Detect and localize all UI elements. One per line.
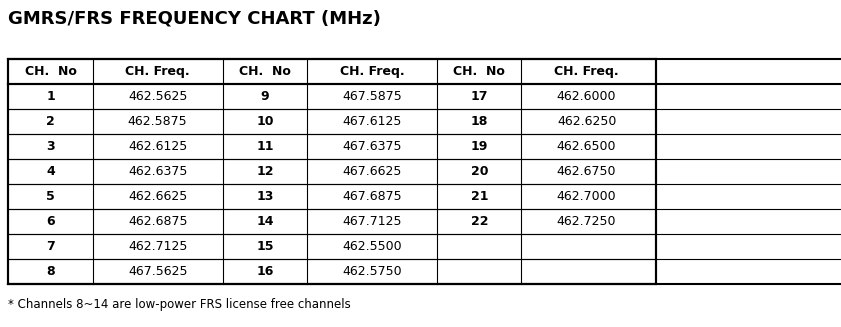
Text: 462.7000: 462.7000 xyxy=(557,190,616,203)
Text: CH.  No: CH. No xyxy=(239,65,291,78)
Text: 9: 9 xyxy=(261,90,269,103)
Text: 462.6000: 462.6000 xyxy=(557,90,616,103)
Text: 462.5500: 462.5500 xyxy=(342,240,402,253)
Text: 462.6500: 462.6500 xyxy=(557,140,616,153)
Text: 3: 3 xyxy=(46,140,55,153)
Text: 12: 12 xyxy=(257,165,273,178)
Text: 5: 5 xyxy=(46,190,55,203)
Text: 8: 8 xyxy=(46,266,55,279)
Text: 462.6625: 462.6625 xyxy=(128,190,188,203)
Text: 467.6625: 467.6625 xyxy=(342,165,402,178)
Text: 21: 21 xyxy=(471,190,488,203)
Text: 19: 19 xyxy=(471,140,488,153)
Text: 467.5625: 467.5625 xyxy=(128,266,188,279)
Text: GMRS/FRS FREQUENCY CHART (MHz): GMRS/FRS FREQUENCY CHART (MHz) xyxy=(8,10,381,28)
Text: 20: 20 xyxy=(471,165,488,178)
Text: 4: 4 xyxy=(46,165,55,178)
FancyBboxPatch shape xyxy=(8,59,656,284)
Text: 10: 10 xyxy=(257,115,273,128)
Text: 462.7250: 462.7250 xyxy=(557,215,616,228)
Text: 14: 14 xyxy=(257,215,273,228)
Text: 467.6125: 467.6125 xyxy=(342,115,402,128)
Text: 462.6375: 462.6375 xyxy=(128,165,188,178)
Text: 462.7125: 462.7125 xyxy=(128,240,188,253)
Text: 7: 7 xyxy=(46,240,55,253)
Text: 467.6375: 467.6375 xyxy=(342,140,402,153)
Text: 17: 17 xyxy=(471,90,488,103)
Text: * Channels 8~14 are low-power FRS license free channels: * Channels 8~14 are low-power FRS licens… xyxy=(8,298,352,311)
Text: 462.5750: 462.5750 xyxy=(342,266,402,279)
Text: 22: 22 xyxy=(471,215,488,228)
Text: 462.5625: 462.5625 xyxy=(128,90,188,103)
Text: 2: 2 xyxy=(46,115,55,128)
Text: 462.6250: 462.6250 xyxy=(557,115,616,128)
Text: 467.5875: 467.5875 xyxy=(342,90,402,103)
Text: CH. Freq.: CH. Freq. xyxy=(125,65,190,78)
Text: 11: 11 xyxy=(257,140,273,153)
Text: 6: 6 xyxy=(46,215,55,228)
Text: 13: 13 xyxy=(257,190,273,203)
Text: 16: 16 xyxy=(257,266,273,279)
Text: 467.7125: 467.7125 xyxy=(342,215,402,228)
Text: 18: 18 xyxy=(471,115,488,128)
Text: CH.  No: CH. No xyxy=(453,65,505,78)
Text: CH.  No: CH. No xyxy=(24,65,77,78)
Text: 462.6750: 462.6750 xyxy=(557,165,616,178)
Text: CH. Freq.: CH. Freq. xyxy=(340,65,405,78)
Text: 15: 15 xyxy=(257,240,273,253)
Text: 1: 1 xyxy=(46,90,55,103)
Text: 467.6875: 467.6875 xyxy=(342,190,402,203)
Text: 462.6125: 462.6125 xyxy=(128,140,188,153)
Text: CH. Freq.: CH. Freq. xyxy=(554,65,619,78)
Text: 462.6875: 462.6875 xyxy=(128,215,188,228)
Text: 462.5875: 462.5875 xyxy=(128,115,188,128)
